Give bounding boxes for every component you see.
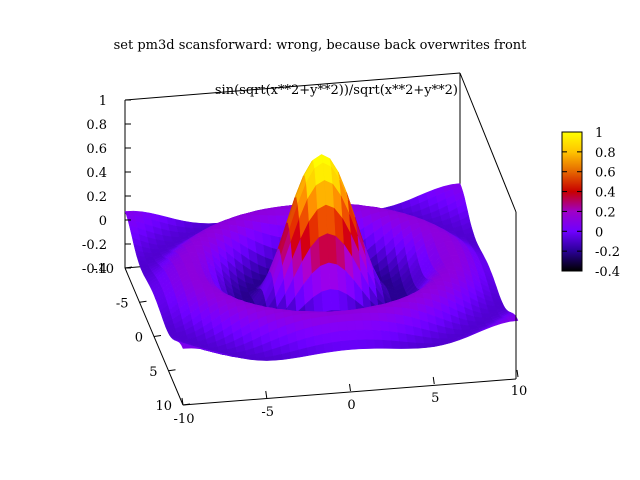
- chart-title: set pm3d scansforward: wrong, because ba…: [114, 38, 528, 53]
- colorbar-tick-label: -0.2: [595, 245, 620, 260]
- surface-patch: [183, 220, 194, 229]
- x-tick-mark: [432, 376, 435, 385]
- surface-patch: [332, 341, 343, 352]
- surface-patch: [351, 309, 362, 315]
- surface-patch: [320, 262, 331, 293]
- surface-patch: [365, 339, 376, 349]
- colorbar-tick-label: 0.8: [595, 146, 616, 161]
- surface-patch: [313, 334, 325, 347]
- x-axis-line: [182, 378, 517, 406]
- y-tick-mark: [168, 369, 176, 372]
- x-tick-label: 10: [511, 384, 528, 399]
- surface-patch: [317, 204, 328, 238]
- colorbar-tick-label: 1: [595, 126, 603, 141]
- z-tick-label: 1: [99, 94, 107, 109]
- x-tick-label: -10: [174, 412, 195, 427]
- surface-patch: [335, 314, 347, 323]
- colorbar-tick-label: -0.4: [595, 265, 620, 280]
- z-tick-label: 0: [99, 214, 107, 229]
- y-tick-mark: [124, 266, 133, 269]
- x-tick-label: 0: [347, 398, 355, 413]
- surface-patch: [359, 308, 371, 314]
- z-tick-label: 0.8: [86, 118, 107, 133]
- box-right-top-edge: [459, 72, 517, 213]
- z-tick-label: -0.4: [82, 262, 107, 277]
- surface: [124, 154, 519, 361]
- surface-patch: [315, 179, 327, 211]
- x-tick-label: -5: [261, 405, 274, 420]
- y-tick-label: 0: [135, 331, 143, 346]
- colorbar: [561, 131, 583, 272]
- y-tick-label: 10: [155, 399, 172, 414]
- y-tick-label: 5: [149, 365, 157, 380]
- box-back-top-edge: [124, 72, 461, 101]
- surface-patch: [257, 210, 269, 216]
- surface-patch: [329, 322, 340, 334]
- legend-entry: sin(sqrt(x**2+y**2))/sqrt(x**2+y**2): [215, 83, 458, 98]
- surface-patch: [322, 332, 333, 345]
- y-tick-mark: [139, 300, 147, 303]
- z-tick-label: 0.6: [86, 142, 107, 157]
- z-axis-ticks: 1 0.8 0.6 0.4 0.2 0 -0.2 -0.4: [82, 94, 131, 277]
- y-tick-label: -10: [93, 262, 114, 277]
- surface-patch: [362, 320, 373, 331]
- colorbar-tick-label: 0.4: [595, 186, 616, 201]
- surface-patch: [368, 307, 379, 314]
- surface-patch: [274, 209, 285, 217]
- surface-patch: [321, 289, 332, 313]
- surface-patch: [340, 340, 351, 351]
- x-tick-mark: [181, 397, 184, 406]
- z-tick-label: 0.2: [86, 190, 107, 205]
- x-tick-mark: [265, 390, 268, 399]
- x-axis-ticks: -10 -5 0 5 10: [174, 369, 528, 427]
- z-tick-label: -0.2: [82, 238, 107, 253]
- colorbar-ticks: 1 0.8 0.6 0.4 0.2 0 -0.2 -0.4: [562, 126, 620, 280]
- surface-patch: [424, 343, 435, 348]
- x-tick-mark: [349, 383, 351, 392]
- surface-patch: [306, 345, 318, 356]
- surface-patch: [344, 313, 355, 322]
- y-tick-mark: [153, 335, 162, 337]
- y-tick-label: -5: [116, 296, 129, 311]
- z-tick-label: 0.4: [86, 166, 107, 181]
- surface-patch: [355, 329, 367, 341]
- surface-patch: [369, 312, 380, 322]
- surface-patch: [432, 342, 444, 347]
- y-tick-mark: [182, 403, 191, 406]
- y-axis-ticks: -10 -5 0 5 10: [93, 262, 191, 414]
- x-tick-label: 5: [431, 391, 439, 406]
- colorbar-tick-label: 0.2: [595, 205, 616, 220]
- surface-patch: [347, 329, 358, 341]
- colorbar-tick-label: 0: [595, 225, 603, 240]
- x-tick-mark: [516, 369, 519, 378]
- colorbar-tick-label: 0.6: [595, 166, 616, 181]
